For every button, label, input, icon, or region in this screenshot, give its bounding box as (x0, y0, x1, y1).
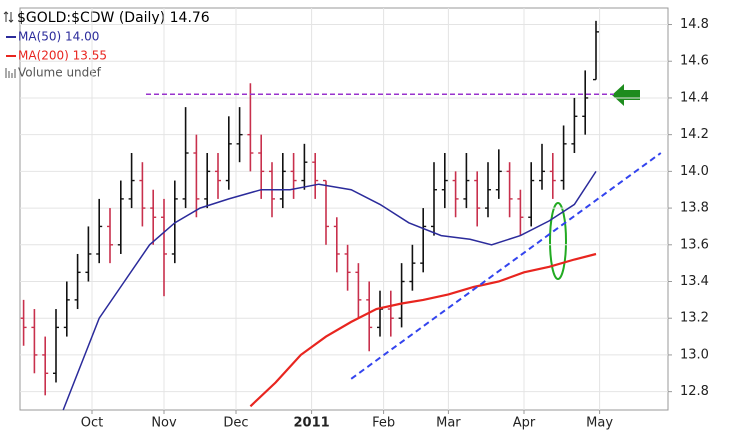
y-tick-label: 14.0 (680, 164, 709, 179)
ohlc-bar (53, 309, 59, 383)
ohlc-bar (107, 208, 113, 264)
ohlc-bar (279, 153, 286, 209)
ohlc-bar (117, 180, 124, 254)
ohlc-bar (431, 162, 437, 236)
y-tick-label: 13.4 (680, 274, 709, 289)
ma-line (62, 170, 597, 411)
ohlc-bar (312, 153, 319, 199)
ohlc-bar (474, 171, 481, 227)
ohlc-bar (323, 179, 329, 245)
ohlc-bar (387, 290, 394, 337)
ohlc-bar (495, 149, 502, 199)
x-tick-label: Dec (223, 416, 248, 431)
x-tick-label: Mar (436, 416, 461, 431)
ohlc-bar (571, 97, 578, 154)
legend-label: MA(50) 14.00 (18, 30, 99, 44)
ma-line (249, 252, 597, 408)
ohlc-bar (171, 180, 178, 264)
arrow (612, 84, 640, 106)
grid (20, 8, 672, 414)
ohlc-bar (333, 217, 340, 273)
ohlc-bar (63, 281, 70, 337)
y-tick-label: 12.8 (680, 384, 709, 399)
ohlc-bar (182, 107, 189, 209)
x-tick-label: Feb (372, 416, 395, 431)
ohlc-bar (398, 263, 405, 328)
ohlc-bar (582, 70, 589, 135)
ohlc-bar (355, 263, 362, 319)
ohlc-bar (549, 153, 556, 199)
ohlc-bar (42, 336, 49, 396)
ohlc-bar (150, 189, 157, 245)
y-tick-label: 14.2 (680, 127, 709, 142)
legend-icon (3, 11, 14, 23)
ohlc-bar (204, 153, 211, 209)
ohlc-bar (193, 134, 200, 218)
legend-title: $GOLD:$CDW (Daily) 14.76 (17, 10, 210, 26)
ohlc-bar (409, 244, 416, 291)
ohlc-bar (225, 116, 232, 190)
legend-label: MA(200) 13.55 (18, 49, 107, 63)
legend-label: Volume undef (18, 66, 102, 80)
ohlc-bar (441, 153, 448, 209)
ohlc-bar (74, 253, 81, 310)
highlight-ellipse (549, 202, 567, 280)
y-tick-label: 14.8 (680, 17, 709, 32)
x-tick-label: Oct (81, 416, 103, 431)
ohlc-bar (247, 83, 254, 172)
ohlc-bar (85, 226, 92, 282)
ohlc-bar (290, 153, 297, 199)
y-tick-label: 13.2 (680, 311, 709, 326)
ohlc-bar (539, 143, 545, 190)
ohlc-bar (139, 162, 146, 227)
ohlc-bar (528, 162, 535, 227)
ohlc-bar (301, 143, 308, 190)
ohlc-bar (258, 134, 265, 199)
ohlc-bar (506, 162, 513, 218)
data (20, 20, 662, 411)
ohlc-bar (161, 198, 167, 297)
x-tick-label: 2011 (294, 416, 330, 431)
ohlc-bar (485, 162, 491, 218)
ohlc-bar (344, 244, 351, 291)
ohlc-bar (452, 171, 459, 218)
y-tick-label: 13.6 (680, 237, 709, 252)
y-tick-label: 14.6 (680, 54, 709, 69)
y-tick-label: 13.0 (680, 347, 709, 362)
ohlc-bar (128, 153, 135, 209)
ohlc-bar (463, 153, 470, 209)
annotation-line (350, 152, 662, 380)
legend: $GOLD:$CDW (Daily) 14.76 MA(50) 14.00 MA… (3, 10, 210, 80)
y-tick-label: 14.4 (680, 90, 709, 105)
ohlc-bar (420, 208, 427, 273)
ohlc-bar (31, 309, 38, 374)
ohlc-bar (20, 299, 27, 346)
ohlc-bar (366, 281, 373, 352)
ohlc-bar (560, 125, 567, 190)
ohlc-bar (215, 153, 221, 199)
ohlc-bar (96, 198, 103, 264)
x-tick-label: May (586, 416, 613, 431)
ohlc-bar (236, 107, 243, 163)
x-tick-label: Apr (513, 416, 536, 431)
legend-icon (5, 68, 16, 78)
ohlc-bar (593, 20, 599, 81)
y-tick-label: 13.8 (680, 201, 709, 216)
ohlc-bar (517, 189, 524, 236)
x-tick-label: Nov (151, 416, 177, 431)
plot-frame (19, 7, 669, 411)
